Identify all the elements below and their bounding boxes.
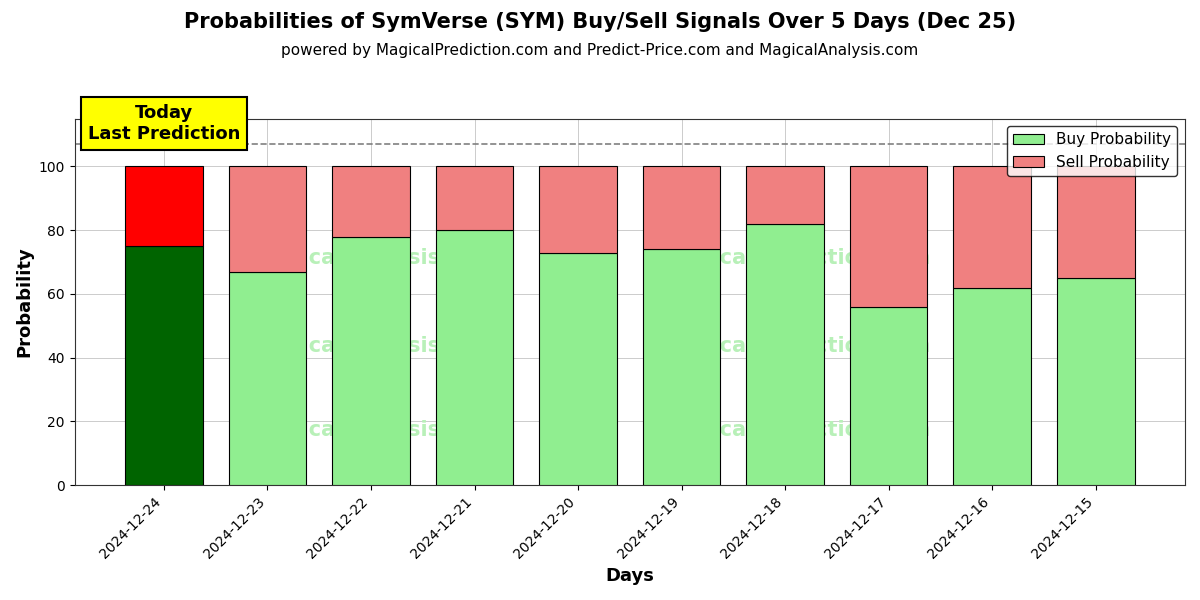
- X-axis label: Days: Days: [605, 567, 654, 585]
- Bar: [332, 236, 410, 485]
- Bar: [746, 224, 824, 485]
- Bar: [125, 246, 203, 485]
- Bar: [1057, 278, 1134, 485]
- Text: MagicalPrediction.com: MagicalPrediction.com: [662, 420, 930, 440]
- Bar: [850, 166, 928, 307]
- Legend: Buy Probability, Sell Probability: Buy Probability, Sell Probability: [1007, 127, 1177, 176]
- Bar: [643, 250, 720, 485]
- Text: Probabilities of SymVerse (SYM) Buy/Sell Signals Over 5 Days (Dec 25): Probabilities of SymVerse (SYM) Buy/Sell…: [184, 12, 1016, 32]
- Text: MagicalPrediction.com: MagicalPrediction.com: [662, 248, 930, 268]
- Bar: [850, 307, 928, 485]
- Text: MagicalPrediction.com: MagicalPrediction.com: [662, 336, 930, 356]
- Text: MagicalAnalysis.com: MagicalAnalysis.com: [252, 336, 497, 356]
- Bar: [953, 166, 1031, 287]
- Bar: [229, 272, 306, 485]
- Bar: [229, 166, 306, 272]
- Bar: [539, 253, 617, 485]
- Bar: [436, 230, 514, 485]
- Y-axis label: Probability: Probability: [16, 247, 34, 357]
- Bar: [436, 166, 514, 230]
- Text: Today
Last Prediction: Today Last Prediction: [88, 104, 240, 143]
- Text: powered by MagicalPrediction.com and Predict-Price.com and MagicalAnalysis.com: powered by MagicalPrediction.com and Pre…: [281, 43, 919, 58]
- Text: MagicalAnalysis.com: MagicalAnalysis.com: [252, 420, 497, 440]
- Bar: [1057, 166, 1134, 278]
- Bar: [539, 166, 617, 253]
- Bar: [746, 166, 824, 224]
- Bar: [953, 287, 1031, 485]
- Text: MagicalAnalysis.com: MagicalAnalysis.com: [252, 248, 497, 268]
- Bar: [125, 166, 203, 246]
- Bar: [643, 166, 720, 250]
- Bar: [332, 166, 410, 236]
